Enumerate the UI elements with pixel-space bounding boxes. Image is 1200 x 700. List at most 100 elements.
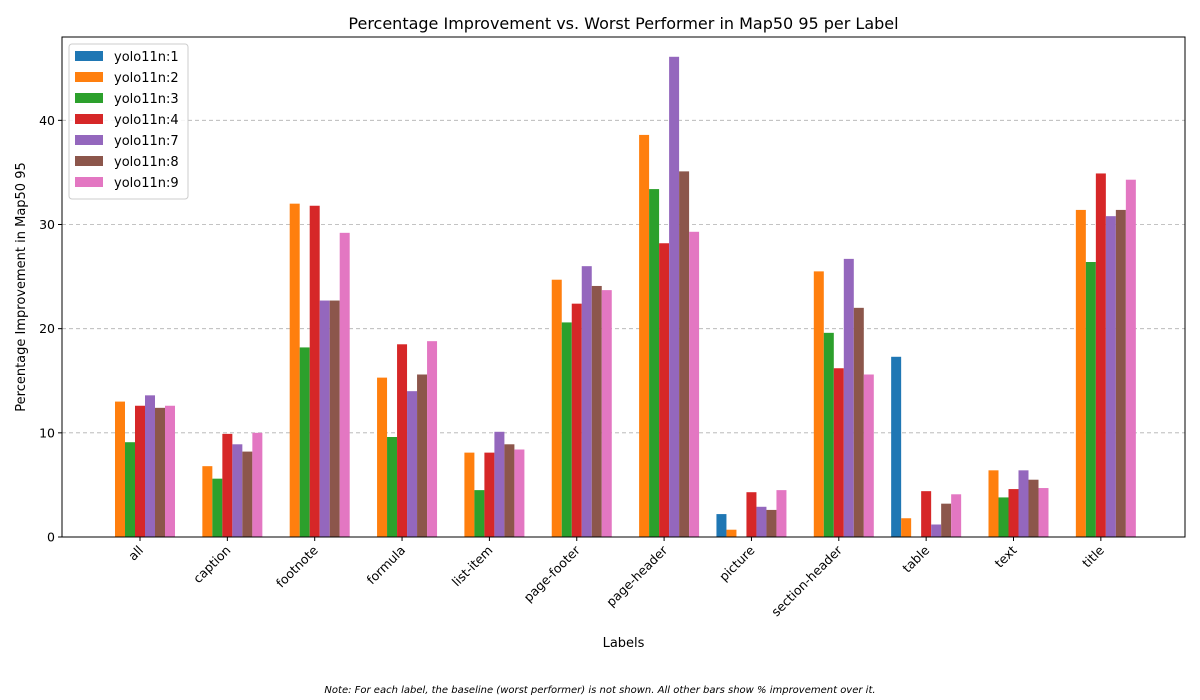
- bar-yolo11n-3-title: [1085, 262, 1096, 537]
- bar-yolo11n-4-formula: [397, 344, 408, 537]
- bar-yolo11n-4-page-header: [659, 243, 670, 537]
- x-tick-label: section-header: [768, 542, 845, 619]
- bar-yolo11n-2-title: [1075, 209, 1086, 537]
- bar-yolo11n-2-table: [901, 518, 912, 537]
- bar-yolo11n-9-all: [165, 405, 175, 537]
- x-tick-label: text: [992, 542, 1020, 570]
- bar-yolo11n-7-page-header: [669, 56, 680, 538]
- bar-yolo11n-7-caption: [232, 444, 243, 537]
- bar-yolo11n-7-text: [1018, 470, 1029, 537]
- bar-yolo11n-9-title: [1125, 179, 1136, 538]
- legend-swatch: [75, 93, 103, 103]
- x-tick-label: title: [1079, 542, 1107, 570]
- legend-label: yolo11n:3: [114, 92, 179, 107]
- legend-swatch: [75, 72, 103, 82]
- x-axis-label: Labels: [603, 636, 645, 651]
- bar-yolo11n-4-caption: [222, 433, 233, 537]
- bar-yolo11n-8-footnote: [329, 300, 340, 537]
- bar-yolo11n-8-text: [1028, 479, 1039, 537]
- x-tick-label: list-item: [449, 543, 496, 590]
- legend-swatch: [75, 51, 103, 61]
- bar-yolo11n-8-formula: [417, 374, 428, 537]
- bar-yolo11n-4-footnote: [309, 205, 320, 537]
- legend-swatch: [75, 135, 103, 145]
- y-tick-label: 30: [39, 217, 55, 232]
- bar-yolo11n-1-table: [891, 356, 902, 537]
- bar-yolo11n-2-footnote: [289, 203, 300, 537]
- bar-yolo11n-4-text: [1008, 489, 1019, 537]
- bar-yolo11n-9-list-item: [514, 449, 525, 537]
- bar-yolo11n-2-section-header: [813, 271, 824, 537]
- x-tick-label: formula: [363, 543, 408, 588]
- bar-yolo11n-9-section-header: [863, 374, 874, 537]
- bar-yolo11n-4-section-header: [833, 368, 844, 537]
- bar-yolo11n-8-table: [941, 503, 952, 537]
- bar-yolo11n-2-picture: [726, 529, 737, 537]
- legend-label: yolo11n:8: [114, 155, 179, 170]
- plot-area-frame: [61, 36, 1186, 538]
- legend-label: yolo11n:7: [114, 134, 179, 149]
- bar-yolo11n-9-footnote: [339, 232, 350, 538]
- bar-yolo11n-3-formula: [387, 437, 398, 537]
- y-tick-label: 20: [39, 321, 55, 336]
- x-tick-label: picture: [716, 542, 758, 584]
- bar-yolo11n-8-page-footer: [591, 285, 602, 537]
- x-tick-label: all: [125, 543, 146, 564]
- bar-yolo11n-7-footnote: [319, 300, 330, 537]
- bar-yolo11n-4-table: [921, 491, 932, 537]
- bar-yolo11n-3-caption: [212, 478, 223, 537]
- bar-yolo11n-3-page-footer: [561, 322, 572, 537]
- bar-yolo11n-4-all: [135, 405, 145, 537]
- bar-yolo11n-2-caption: [202, 466, 213, 537]
- legend-label: yolo11n:9: [114, 176, 179, 191]
- bar-yolo11n-7-picture: [756, 506, 767, 537]
- bar-yolo11n-9-picture: [776, 490, 787, 537]
- legend-label: yolo11n:2: [114, 71, 179, 86]
- legend-swatch: [75, 177, 103, 187]
- bar-yolo11n-4-picture: [746, 492, 757, 537]
- bar-yolo11n-2-all: [115, 401, 125, 537]
- bar-yolo11n-8-page-header: [679, 171, 690, 537]
- bar-yolo11n-9-caption: [252, 432, 263, 537]
- chart-title: Percentage Improvement vs. Worst Perform…: [348, 14, 898, 33]
- bar-yolo11n-8-section-header: [853, 307, 864, 537]
- x-tick-label: table: [899, 542, 932, 575]
- bar-yolo11n-9-page-footer: [601, 290, 612, 537]
- bars: [115, 56, 1136, 538]
- legend-swatch: [75, 114, 103, 124]
- bar-yolo11n-9-table: [951, 494, 962, 537]
- bar-yolo11n-9-formula: [427, 341, 438, 537]
- bar-yolo11n-3-section-header: [823, 332, 834, 537]
- bar-yolo11n-4-page-footer: [571, 303, 582, 537]
- footnote-text: Note: For each label, the baseline (wors…: [324, 685, 875, 696]
- bar-yolo11n-2-page-footer: [551, 279, 562, 537]
- y-tick-label: 10: [39, 425, 55, 440]
- bar-yolo11n-8-all: [155, 407, 165, 537]
- bar-yolo11n-1-picture: [716, 514, 727, 537]
- y-axis-label: Percentage Improvement in Map50 95: [14, 162, 29, 411]
- y-tick-label: 0: [47, 530, 55, 545]
- bar-yolo11n-8-title: [1115, 209, 1126, 537]
- bar-yolo11n-3-footnote: [299, 347, 310, 537]
- bar-yolo11n-3-list-item: [474, 490, 485, 537]
- bar-yolo11n-7-all: [145, 395, 155, 537]
- bar-yolo11n-4-list-item: [484, 452, 495, 537]
- x-tick-label: page-header: [603, 542, 671, 610]
- bar-yolo11n-2-text: [988, 470, 999, 537]
- bar-yolo11n-7-formula: [407, 391, 418, 537]
- legend-swatch: [75, 156, 103, 166]
- bar-yolo11n-2-page-header: [639, 134, 650, 537]
- bar-yolo11n-7-table: [931, 524, 942, 537]
- bar-yolo11n-3-all: [125, 442, 135, 537]
- bar-yolo11n-2-list-item: [464, 452, 475, 537]
- legend-label: yolo11n:4: [114, 113, 179, 128]
- grid-lines: [62, 119, 1185, 434]
- legend: yolo11n:1 yolo11n:2 yolo11n:3 yolo11n:4 yolo…: [68, 43, 189, 200]
- legend-label: yolo11n:1: [114, 50, 179, 65]
- x-axis: all caption footnote formula list-item page-f…: [125, 537, 1107, 619]
- bar-yolo11n-2-formula: [377, 377, 388, 537]
- bar-yolo11n-8-picture: [766, 509, 777, 537]
- bar-yolo11n-3-text: [998, 497, 1009, 537]
